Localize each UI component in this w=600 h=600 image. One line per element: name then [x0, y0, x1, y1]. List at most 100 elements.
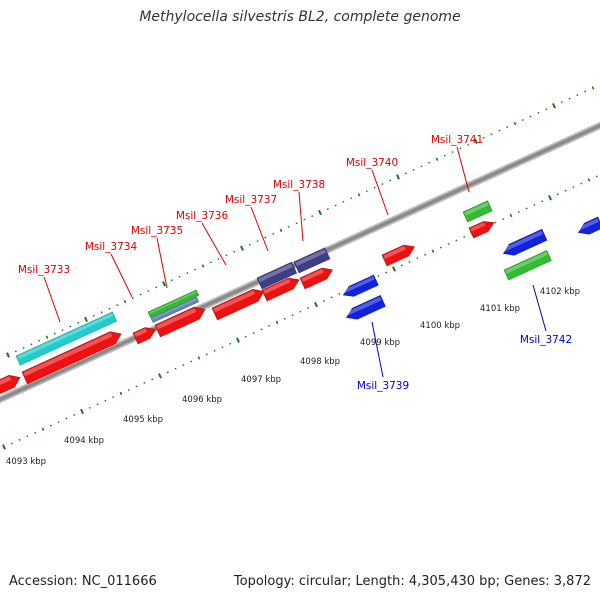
outer-track-minor-tick	[451, 151, 454, 154]
outer-track-minor-tick	[381, 183, 384, 186]
inner-track-minor-tick	[338, 292, 341, 295]
inner-track-minor-tick	[275, 320, 279, 325]
inner-track-minor-tick	[166, 371, 169, 374]
gene-label-text: Msil_3733	[18, 264, 70, 276]
inner-track-minor-tick	[322, 300, 325, 302]
inner-track-minor-tick	[424, 253, 427, 256]
gene-arrow-3739a	[342, 274, 379, 297]
outer-track-major-tick	[162, 281, 166, 287]
inner-track-minor-tick	[65, 417, 68, 420]
gene-arrow-3743	[577, 216, 600, 235]
inner-track-minor-tick	[127, 389, 130, 391]
inner-track-minor-tick	[416, 257, 419, 260]
outer-track-minor-tick	[389, 179, 392, 182]
outer-track-minor-tick	[53, 332, 56, 335]
outer-track-minor-tick	[591, 86, 595, 90]
outer-track-minor-tick	[568, 97, 571, 100]
outer-track-minor-tick	[92, 314, 95, 317]
outer-track-minor-tick	[256, 240, 259, 243]
inner-track-minor-tick	[533, 203, 536, 206]
outer-track-minor-tick	[490, 133, 493, 136]
gene-label-text: Msil_3737	[225, 194, 277, 206]
outer-track-minor-tick	[435, 157, 439, 161]
gene-label-text: Msil_3734	[85, 241, 138, 253]
inner-track-minor-tick	[377, 275, 380, 278]
outer-track-minor-tick	[334, 204, 337, 207]
inner-track-minor-tick	[299, 310, 302, 313]
outer-track-minor-tick	[342, 200, 345, 203]
inner-track-minor-tick	[564, 189, 567, 192]
outer-track-minor-tick	[61, 329, 64, 332]
inner-track-minor-tick	[385, 271, 388, 274]
inner-tick-track	[2, 175, 598, 450]
outer-track-minor-tick	[22, 346, 25, 349]
gene-label-msil-3733[interactable]: Msil_3733	[18, 264, 70, 323]
outer-track-minor-tick	[365, 190, 368, 193]
inner-track-minor-tick	[197, 356, 201, 360]
outer-track-minor-tick	[560, 101, 563, 104]
feature-steel-bar	[150, 296, 199, 323]
outer-track-minor-tick	[513, 121, 517, 126]
inner-track-minor-tick	[541, 200, 544, 203]
gene-label-msil-3738[interactable]: Msil_3738	[273, 179, 325, 242]
outer-track-minor-tick	[350, 197, 353, 200]
inner-track-minor-tick	[494, 221, 497, 224]
outer-track-minor-tick	[264, 236, 267, 239]
inner-track-minor-tick	[41, 427, 45, 431]
scale-label-4098: 4098 kbp	[300, 357, 340, 367]
gene-label-msil-3734[interactable]: Msil_3734	[85, 241, 138, 298]
inner-track-minor-tick	[330, 296, 333, 299]
inner-track-major-tick	[392, 266, 396, 272]
inner-track-minor-tick	[283, 317, 286, 320]
gene-label-text: Msil_3740	[346, 157, 398, 169]
gene-label-msil-3742[interactable]: Msil_3742	[520, 284, 572, 346]
scale-label-4100: 4100 kbp	[420, 321, 460, 331]
inner-track-minor-tick	[431, 249, 435, 253]
inner-track-minor-tick	[517, 211, 520, 213]
outer-track-minor-tick	[45, 335, 49, 339]
inner-track-minor-tick	[143, 381, 146, 384]
outer-track-minor-tick	[420, 165, 423, 168]
inner-track-minor-tick	[182, 364, 185, 367]
inner-track-minor-tick	[439, 246, 442, 249]
outer-track-minor-tick	[295, 222, 298, 225]
outer-track-minor-tick	[498, 129, 501, 132]
outer-track-major-tick	[552, 103, 556, 109]
gene-label-text: Msil_3736	[176, 210, 229, 222]
gene-label-msil-3735[interactable]: Msil_3735	[131, 225, 183, 289]
outer-track-minor-tick	[412, 168, 415, 171]
scale-label-4097: 4097 kbp	[241, 375, 281, 385]
outer-track-minor-tick	[116, 304, 119, 307]
inner-track-minor-tick	[205, 353, 208, 356]
inner-track-minor-tick	[525, 207, 528, 210]
outer-track-major-tick	[6, 352, 10, 358]
outer-track-minor-tick	[428, 161, 431, 164]
outer-track-minor-tick	[170, 279, 173, 282]
inner-track-minor-tick	[587, 178, 591, 182]
outer-track-minor-tick	[248, 243, 251, 246]
inner-track-major-tick	[2, 444, 6, 450]
outer-track-minor-tick	[521, 119, 524, 121]
gene-arrow-3740	[381, 244, 415, 267]
feature-navy-bar-a	[256, 261, 297, 290]
inner-track-minor-tick	[174, 367, 177, 370]
inner-track-minor-tick	[447, 243, 450, 246]
outer-track-minor-tick	[147, 289, 150, 292]
outer-track-minor-tick	[303, 218, 306, 221]
gene-label-msil-3736[interactable]: Msil_3736	[176, 210, 229, 266]
gene-label-msil-3737[interactable]: Msil_3737	[225, 194, 277, 252]
genome-summary-text: Topology: circular; Length: 4,305,430 bp…	[233, 574, 591, 589]
gene-label-msil-3741[interactable]: Msil_3741	[431, 134, 483, 193]
outer-track-minor-tick	[178, 275, 181, 278]
inner-track-minor-tick	[26, 435, 29, 438]
gene-arrow-3735	[154, 306, 206, 338]
inner-track-minor-tick	[400, 264, 403, 267]
inner-track-minor-tick	[244, 335, 247, 338]
outer-track-minor-tick	[545, 108, 548, 111]
gene-label-msil-3739[interactable]: Msil_3739	[357, 321, 409, 392]
gene-label-msil-3740[interactable]: Msil_3740	[346, 157, 398, 216]
outer-track-major-tick	[318, 209, 322, 216]
inner-track-minor-tick	[252, 332, 255, 335]
inner-track-minor-tick	[229, 342, 232, 345]
